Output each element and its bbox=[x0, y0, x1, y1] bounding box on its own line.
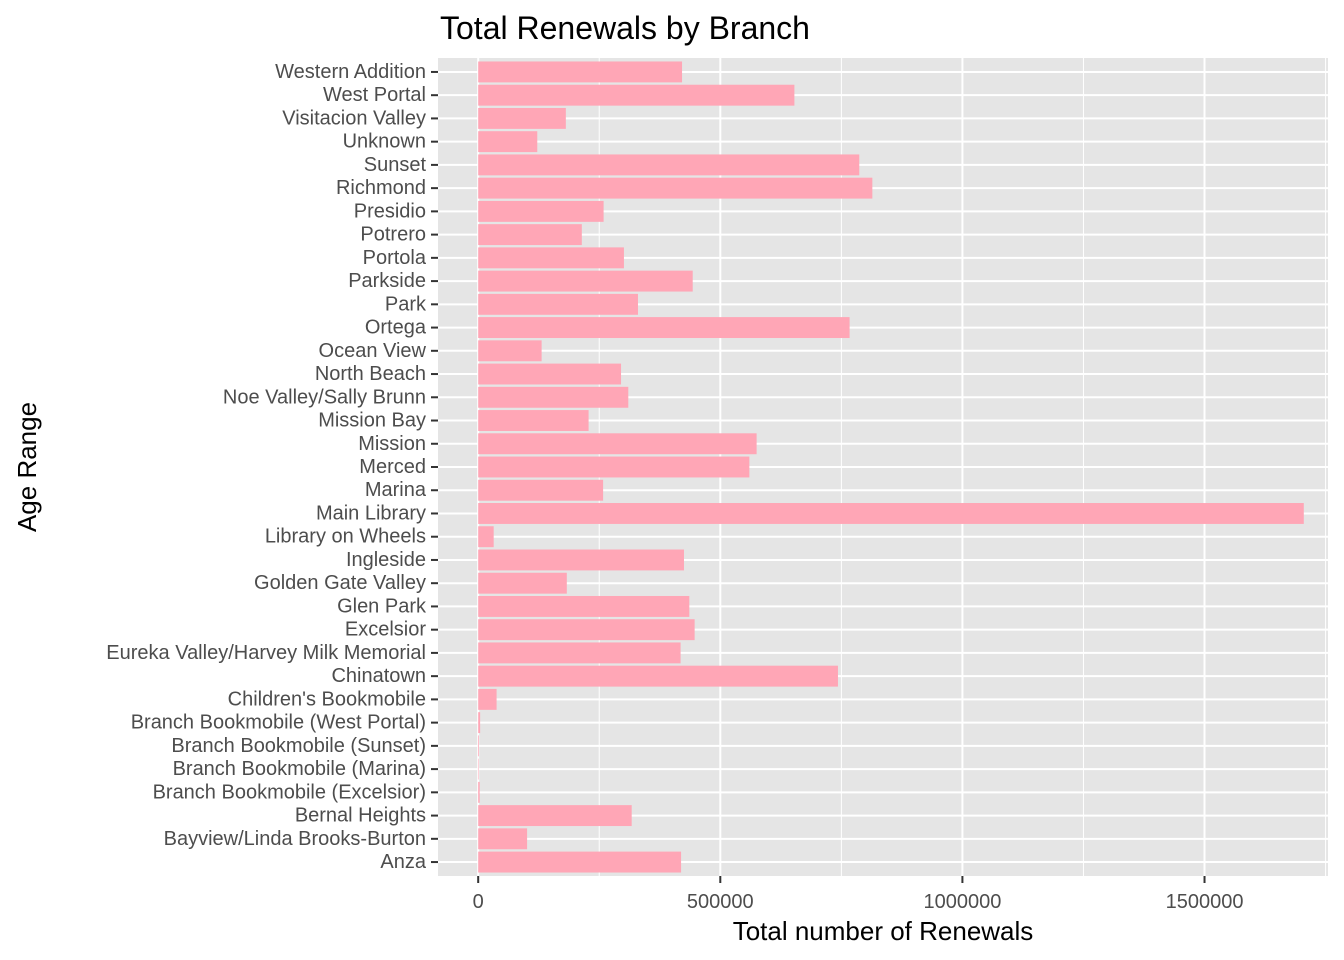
bar bbox=[478, 131, 538, 153]
bar bbox=[478, 456, 750, 478]
category-label: Noe Valley/Sally Brunn bbox=[223, 386, 426, 408]
category-label: Library on Wheels bbox=[265, 526, 426, 548]
category-label: Ingleside bbox=[346, 549, 426, 571]
category-label: Marina bbox=[365, 479, 427, 501]
bar bbox=[478, 503, 1304, 524]
category-label: West Portal bbox=[323, 84, 426, 106]
category-label: Mission Bay bbox=[318, 410, 426, 432]
bar bbox=[478, 851, 682, 873]
x-tick-label: 500000 bbox=[687, 891, 754, 913]
bar bbox=[478, 107, 566, 129]
value-axis: 0 500000 1000000 1500000 bbox=[473, 876, 1244, 913]
y-axis-title: Age Range bbox=[12, 402, 42, 532]
category-label: Anza bbox=[380, 851, 426, 873]
bar bbox=[478, 154, 860, 176]
bar bbox=[478, 688, 497, 710]
category-label: Chinatown bbox=[331, 665, 426, 687]
bar bbox=[478, 340, 542, 362]
bar bbox=[478, 386, 629, 408]
x-tick-label: 1500000 bbox=[1166, 891, 1244, 913]
category-label: Merced bbox=[359, 456, 426, 478]
bar bbox=[478, 270, 693, 292]
chart-title: Total Renewals by Branch bbox=[440, 10, 810, 46]
category-label: Sunset bbox=[364, 154, 427, 176]
category-label: Bayview/Linda Brooks-Burton bbox=[164, 828, 426, 850]
category-label: Branch Bookmobile (Sunset) bbox=[171, 735, 426, 757]
category-label: Golden Gate Valley bbox=[254, 572, 426, 594]
bar bbox=[478, 479, 604, 501]
bar bbox=[478, 61, 683, 83]
category-label: Bernal Heights bbox=[295, 805, 426, 827]
category-label: Presidio bbox=[354, 200, 426, 222]
bar bbox=[478, 712, 481, 734]
category-label: Park bbox=[385, 293, 427, 315]
category-label: North Beach bbox=[315, 363, 426, 385]
category-label: Children's Bookmobile bbox=[228, 688, 426, 710]
bar bbox=[478, 572, 567, 594]
bar bbox=[478, 317, 850, 339]
category-label: Glen Park bbox=[337, 595, 427, 617]
bar bbox=[478, 363, 622, 385]
category-label: Unknown bbox=[343, 131, 426, 153]
bar bbox=[478, 619, 695, 641]
category-label: Excelsior bbox=[345, 619, 426, 641]
category-label: Parkside bbox=[348, 270, 426, 292]
bar bbox=[478, 293, 638, 315]
x-tick-label: 1000000 bbox=[923, 891, 1001, 913]
category-label: Branch Bookmobile (West Portal) bbox=[131, 712, 426, 734]
category-label: Main Library bbox=[316, 502, 426, 524]
category-label: Ortega bbox=[365, 317, 427, 339]
bar bbox=[478, 526, 494, 548]
bar bbox=[478, 224, 582, 246]
category-label: Visitacion Valley bbox=[282, 107, 426, 129]
bar bbox=[478, 247, 624, 269]
bar bbox=[478, 595, 690, 617]
category-label: Eureka Valley/Harvey Milk Memorial bbox=[106, 642, 426, 664]
bar bbox=[478, 177, 873, 199]
category-label: Ocean View bbox=[319, 340, 427, 362]
bar bbox=[478, 549, 684, 571]
x-axis-title: Total number of Renewals bbox=[733, 916, 1034, 946]
bar bbox=[478, 828, 528, 850]
category-label: Potrero bbox=[360, 224, 426, 246]
category-label: Branch Bookmobile (Marina) bbox=[173, 758, 426, 780]
category-label: Branch Bookmobile (Excelsior) bbox=[153, 781, 426, 803]
category-label: Mission bbox=[358, 433, 426, 455]
bar bbox=[478, 735, 479, 757]
bar bbox=[478, 410, 589, 431]
bar bbox=[478, 781, 480, 803]
bar bbox=[478, 665, 838, 687]
bar bbox=[478, 642, 681, 664]
category-label: Western Addition bbox=[275, 61, 426, 83]
category-label: Portola bbox=[363, 247, 427, 269]
category-label: Richmond bbox=[336, 177, 426, 199]
bar bbox=[478, 433, 757, 455]
bar bbox=[478, 200, 604, 222]
x-tick-label: 0 bbox=[473, 891, 484, 913]
bars bbox=[478, 61, 1304, 873]
bar bbox=[478, 84, 795, 106]
bar bbox=[478, 758, 479, 780]
bar bbox=[478, 805, 632, 827]
